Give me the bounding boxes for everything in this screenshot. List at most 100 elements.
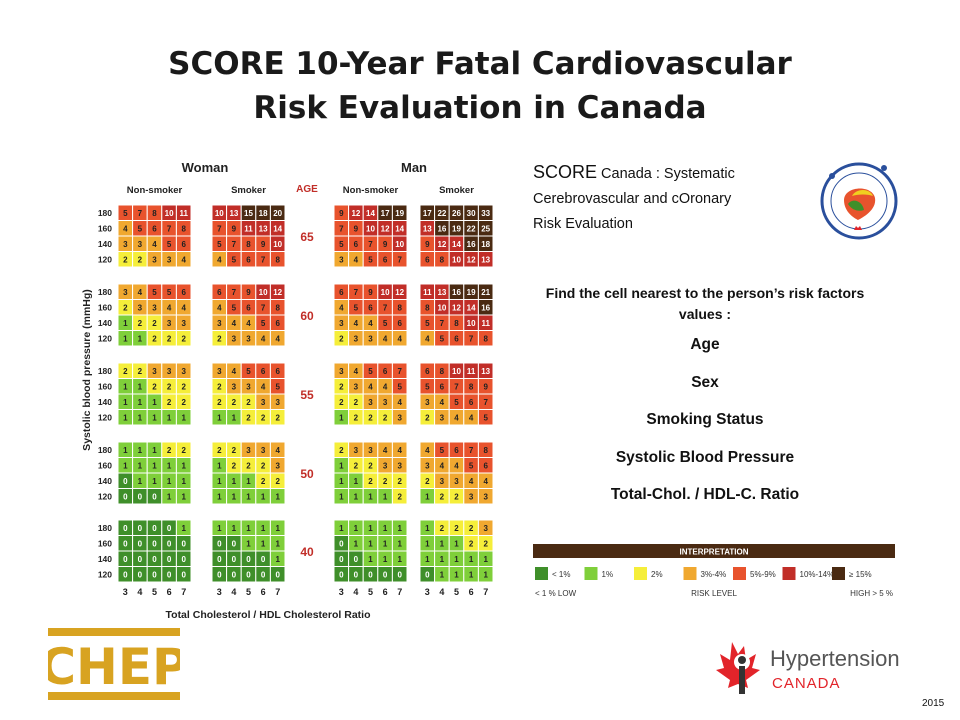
risk-cell-value: 4 — [354, 367, 359, 376]
risk-cell-value: 6 — [275, 319, 280, 328]
risk-cell-value: 6 — [483, 462, 488, 471]
risk-cell-value: 3 — [167, 367, 172, 376]
risk-cell-value: 1 — [167, 477, 172, 486]
risk-cell-value: 4 — [383, 335, 388, 344]
risk-cell-value: 2 — [440, 493, 445, 502]
risk-cell — [477, 251, 494, 268]
risk-cell-value: 1 — [483, 571, 488, 580]
risk-cell-value: 1 — [138, 462, 143, 471]
score-description: SCORE Canada : Systematic Cerebrovascula… — [533, 160, 818, 237]
risk-cell-value: 1 — [354, 477, 359, 486]
risk-cell-value: 3 — [354, 335, 359, 344]
risk-cell-value: 1 — [275, 524, 280, 533]
risk-cell-value: 2 — [152, 383, 157, 392]
risk-cell-value: 4 — [217, 304, 222, 313]
risk-cell-value: 2 — [368, 414, 373, 423]
risk-cell-value: 6 — [261, 367, 266, 376]
risk-cell-value: 1 — [354, 493, 359, 502]
risk-cell-value: 6 — [397, 319, 402, 328]
risk-cell-value: 1 — [152, 414, 157, 423]
risk-cell-value: 1 — [383, 540, 388, 549]
risk-cell-value: 2 — [354, 414, 359, 423]
risk-cell-value: 5 — [167, 288, 172, 297]
risk-cell-value: 0 — [339, 555, 344, 564]
risk-cell-value: 4 — [368, 319, 373, 328]
sbp-tick-label: 160 — [98, 303, 112, 313]
risk-cell — [269, 488, 286, 505]
factor-ratio: Total-Chol. / HDL-C. Ratio — [610, 486, 800, 503]
risk-cell-value: 0 — [339, 571, 344, 580]
risk-cell-value: 1 — [232, 524, 237, 533]
risk-cell-value: 3 — [246, 383, 251, 392]
risk-cell-value: 1 — [181, 477, 186, 486]
risk-cell-value: 0 — [354, 555, 359, 564]
risk-cell-value: 10 — [165, 209, 174, 218]
risk-cell-value: 0 — [152, 524, 157, 533]
ratio-tick-label: 3 — [339, 587, 344, 597]
risk-cell-value: 2 — [368, 462, 373, 471]
risk-cell-value: 3 — [469, 493, 474, 502]
legend-item-label: ≥ 15% — [849, 570, 872, 579]
risk-cell-value: 6 — [275, 367, 280, 376]
risk-cell-value: 1 — [339, 462, 344, 471]
risk-cell-value: 3 — [167, 256, 172, 265]
sbp-tick-label: 140 — [98, 397, 112, 407]
risk-cell-value: 14 — [467, 304, 476, 313]
risk-cell-value: 2 — [138, 256, 143, 265]
risk-cell-value: 5 — [246, 367, 251, 376]
risk-cell-value: 2 — [454, 524, 459, 533]
ratio-tick-label: 7 — [275, 587, 280, 597]
risk-cell-value: 4 — [232, 319, 237, 328]
risk-cell-value: 4 — [261, 383, 266, 392]
risk-cell-value: 1 — [152, 462, 157, 471]
risk-cell-value: 6 — [425, 256, 430, 265]
risk-cell-value: 1 — [469, 571, 474, 580]
risk-cell-value: 1 — [138, 335, 143, 344]
risk-cell-value: 3 — [368, 335, 373, 344]
risk-cell-value: 1 — [123, 319, 128, 328]
risk-cell-value: 3 — [261, 446, 266, 455]
risk-cell-value: 6 — [440, 383, 445, 392]
risk-cell-value: 1 — [138, 398, 143, 407]
risk-cell-value: 0 — [123, 540, 128, 549]
ratio-tick-label: 6 — [469, 587, 474, 597]
instructions-lead: Find the cell nearest to the person’s ri… — [545, 285, 865, 322]
risk-cell-value: 11 — [481, 319, 490, 328]
risk-cell-value: 7 — [217, 225, 222, 234]
ratio-tick-label: 7 — [483, 587, 488, 597]
risk-cell-value: 0 — [246, 555, 251, 564]
risk-cell-value: 2 — [383, 477, 388, 486]
risk-cell-value: 10 — [259, 288, 268, 297]
risk-cell-value: 3 — [152, 367, 157, 376]
risk-cell-value: 1 — [217, 524, 222, 533]
risk-cell-value: 3 — [397, 414, 402, 423]
risk-cell-value: 16 — [481, 304, 490, 313]
risk-cell-value: 9 — [339, 209, 344, 218]
risk-cell-value: 6 — [383, 256, 388, 265]
factor-sbp: Systolic Blood Pressure — [615, 448, 795, 466]
risk-cell-value: 2 — [339, 446, 344, 455]
risk-cell-value: 16 — [467, 240, 476, 249]
risk-cell-value: 4 — [138, 288, 143, 297]
risk-cell-value: 14 — [366, 209, 375, 218]
risk-cell-value: 7 — [232, 240, 237, 249]
risk-cell-value: 1 — [181, 493, 186, 502]
ratio-tick-label: 4 — [231, 587, 236, 597]
risk-cell-value: 2 — [167, 335, 172, 344]
risk-cell-value: 2 — [181, 383, 186, 392]
risk-cell-value: 4 — [425, 335, 430, 344]
risk-cell — [269, 251, 286, 268]
ratio-tick-label: 5 — [246, 587, 251, 597]
risk-cell — [477, 330, 494, 347]
age-label: 40 — [300, 545, 314, 559]
risk-cell-value: 10 — [452, 367, 461, 376]
risk-cell-value: 1 — [261, 524, 266, 533]
risk-cell-value: 5 — [469, 462, 474, 471]
risk-cell-value: 3 — [397, 462, 402, 471]
risk-cell-value: 13 — [437, 288, 446, 297]
risk-cell-value: 6 — [454, 446, 459, 455]
risk-cell-value: 20 — [273, 209, 282, 218]
risk-cell-value: 16 — [437, 225, 446, 234]
risk-cell-value: 1 — [123, 335, 128, 344]
risk-cell-value: 3 — [246, 335, 251, 344]
